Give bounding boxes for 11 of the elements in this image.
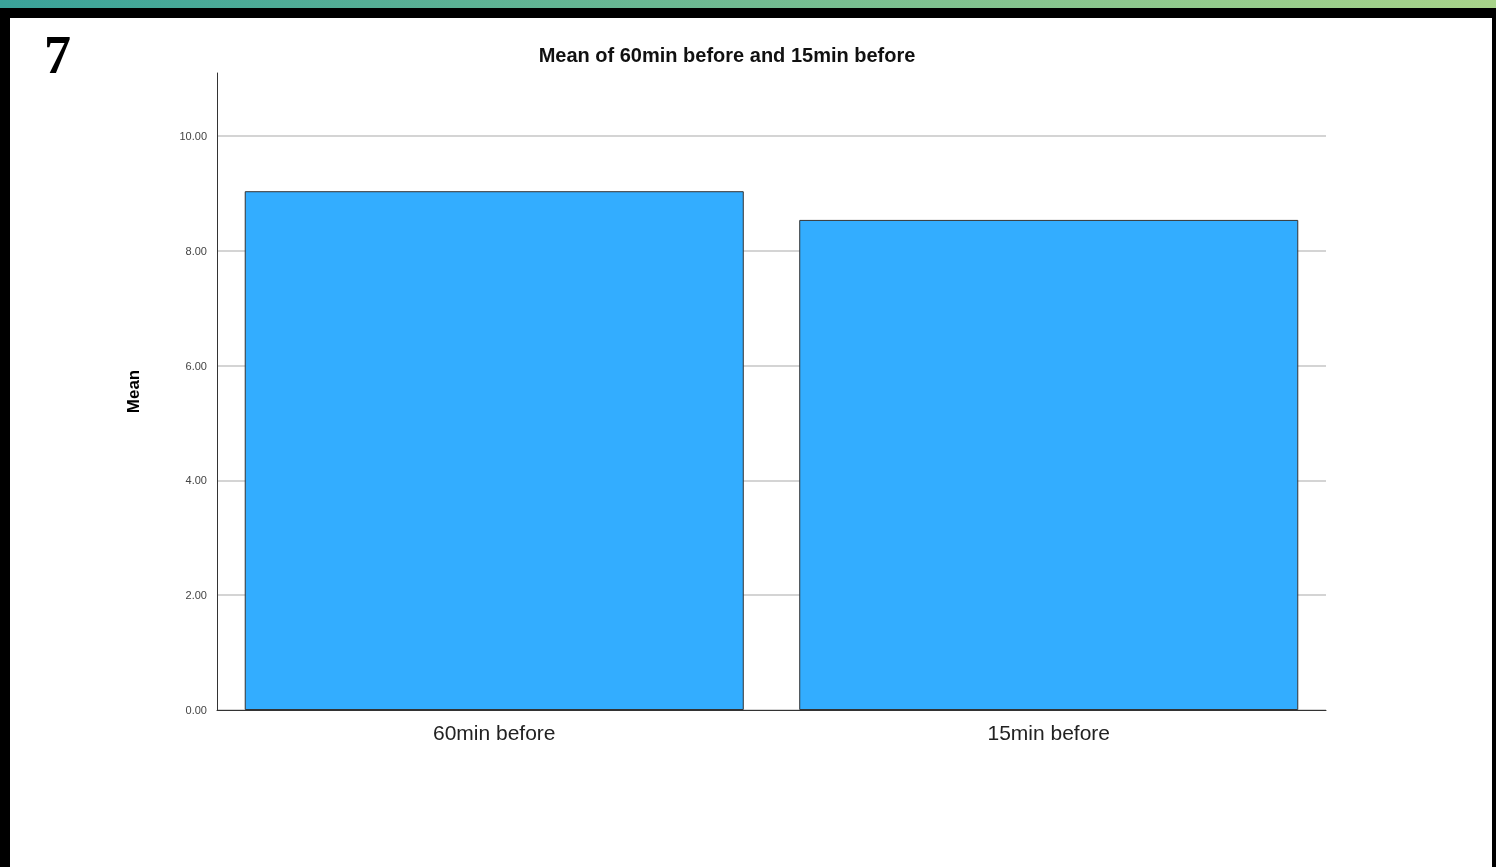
y-axis-title: Mean <box>124 369 143 414</box>
x-tick-label: 15min before <box>987 721 1111 744</box>
y-tick-label: 8.00 <box>185 244 207 257</box>
y-tick-label: 10.00 <box>179 130 207 143</box>
text: 7 <box>44 25 71 85</box>
y-tick-label: 2.00 <box>185 589 207 602</box>
x-tick-label: 60min before <box>432 721 556 744</box>
y-tick-label: 6.00 <box>185 359 207 372</box>
chart-title: Mean of 60min before and 15min before <box>538 44 916 66</box>
y-tick-label: 0.00 <box>185 704 207 716</box>
y-tick-label: 4.00 <box>185 474 207 487</box>
